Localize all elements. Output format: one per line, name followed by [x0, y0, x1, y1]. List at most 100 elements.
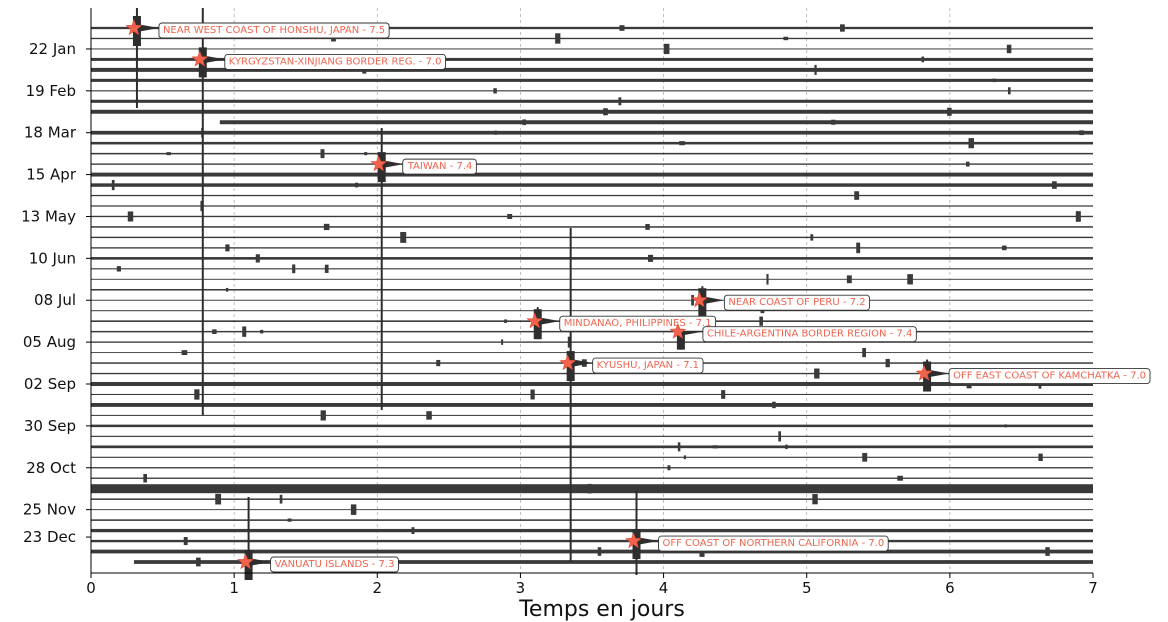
- earthquake-event: NEAR WEST COAST OF HONSHU, JAPAN - 7.5: [125, 19, 390, 39]
- trace-burst: [862, 348, 866, 358]
- trace-burst: [166, 152, 171, 156]
- trace-burst: [576, 173, 582, 177]
- trace-row: [91, 172, 1093, 177]
- trace-burst: [411, 527, 415, 535]
- y-tick-label: 28 Oct: [26, 459, 76, 477]
- trace-row: [91, 310, 1093, 312]
- x-tick-label: 2: [373, 579, 383, 597]
- x-tick-label: 7: [1088, 579, 1098, 597]
- trace-burst: [1004, 424, 1008, 428]
- trace-burst: [947, 107, 952, 116]
- waveform-coda: [537, 317, 560, 326]
- trace-row: [91, 90, 1093, 92]
- trace-burst: [242, 326, 247, 337]
- earthquake-event: KYRGYZSTAN-XINJIANG BORDER REG. - 7.0: [191, 50, 446, 70]
- trace-burst: [907, 274, 913, 285]
- y-tick-label: 05 Aug: [23, 333, 76, 351]
- trace-row: [219, 120, 1094, 125]
- seismic-traces: [91, 24, 1094, 567]
- trace-burst: [116, 266, 121, 272]
- trace-burst: [648, 254, 654, 262]
- earthquake-event: TAIWAN - 7.4: [370, 155, 477, 175]
- trace-burst: [854, 191, 860, 200]
- earthquake-label-box: [702, 326, 917, 343]
- trace-row: [91, 48, 1093, 50]
- trace-row: [91, 352, 1093, 354]
- earthquake-label: TAIWAN - 7.4: [407, 161, 473, 172]
- trace-burst: [1075, 211, 1081, 222]
- waveform-spike: [247, 497, 250, 575]
- earthquake-waveforms: [132, 8, 950, 580]
- earthquake-label-box: [270, 556, 399, 573]
- trace-burst: [691, 294, 694, 306]
- earthquake-label-box: [658, 535, 889, 552]
- trace-burst: [255, 254, 260, 263]
- trace-row: [91, 372, 1093, 375]
- earthquake-event: OFF EAST COAST OF KAMCHATKA - 7.0: [915, 364, 1151, 384]
- epicenter-star-icon: [915, 364, 933, 381]
- trace-burst: [597, 547, 602, 556]
- trace-burst: [320, 149, 325, 159]
- trace-burst: [846, 275, 852, 284]
- trace-row: [91, 414, 1093, 416]
- trace-burst: [810, 234, 814, 241]
- trace-burst: [350, 504, 357, 515]
- trace-burst: [225, 244, 230, 252]
- trace-burst: [856, 242, 861, 254]
- y-tick-label: 30 Sep: [24, 417, 76, 435]
- trace-burst: [530, 389, 535, 400]
- trace-burst: [215, 493, 222, 505]
- trace-burst: [831, 119, 836, 125]
- y-tick-label: 13 May: [21, 207, 76, 225]
- trace-burst: [287, 518, 292, 522]
- trace-row: [91, 194, 1093, 197]
- trace-row: [91, 205, 1093, 207]
- trace-burst: [1006, 44, 1012, 54]
- trace-burst: [364, 152, 368, 156]
- trace-burst: [507, 213, 513, 219]
- x-tick-label: 4: [659, 579, 669, 597]
- trace-row: [91, 381, 1093, 387]
- trace-row: [91, 289, 1093, 291]
- trace-row: [91, 299, 1093, 301]
- trace-burst: [1045, 547, 1050, 556]
- trace-burst: [968, 138, 975, 149]
- trace-row: [91, 109, 1093, 114]
- trace-row: [91, 67, 1093, 72]
- trace-burst: [840, 24, 845, 32]
- trace-burst: [445, 382, 450, 386]
- trace-burst: [699, 546, 705, 557]
- earthquake-label: NEAR WEST COAST OF HONSHU, JAPAN - 7.5: [163, 25, 385, 36]
- trace-burst: [667, 465, 671, 471]
- trace-burst: [683, 455, 686, 460]
- trace-row: [91, 257, 1093, 260]
- trace-burst: [814, 368, 820, 379]
- earthquake-label: OFF EAST COAST OF KAMCHATKA - 7.0: [953, 371, 1146, 382]
- trace-burst: [331, 35, 336, 42]
- trace-row: [91, 278, 1093, 280]
- trace-burst: [663, 43, 670, 55]
- earthquake-label: VANUATU ISLANDS - 7.3: [275, 559, 395, 570]
- earthquake-annotations: NEAR WEST COAST OF HONSHU, JAPAN - 7.5 KY…: [125, 19, 1151, 573]
- trace-row: [91, 519, 1093, 521]
- trace-row: [91, 236, 1093, 239]
- earthquake-label-box: [948, 368, 1151, 384]
- trace-burst: [885, 358, 890, 368]
- trace-row: [91, 445, 1093, 449]
- trace-burst: [759, 316, 763, 326]
- trace-row: [91, 163, 1093, 165]
- trace-burst: [677, 442, 681, 452]
- trace-row: [91, 330, 1093, 333]
- trace-row: [91, 183, 1093, 187]
- trace-burst: [225, 287, 229, 292]
- trace-row: [91, 549, 1093, 554]
- trace-row: [91, 509, 1093, 511]
- trace-row: [91, 498, 1093, 500]
- epicenter-star-icon: [370, 155, 388, 172]
- waveform-coda: [636, 537, 659, 546]
- waveform-coda: [927, 369, 950, 378]
- trace-burst: [320, 410, 326, 421]
- earthquake-label-box: [158, 22, 390, 39]
- y-tick-label: 19 Feb: [26, 82, 76, 100]
- trace-burst: [785, 444, 788, 450]
